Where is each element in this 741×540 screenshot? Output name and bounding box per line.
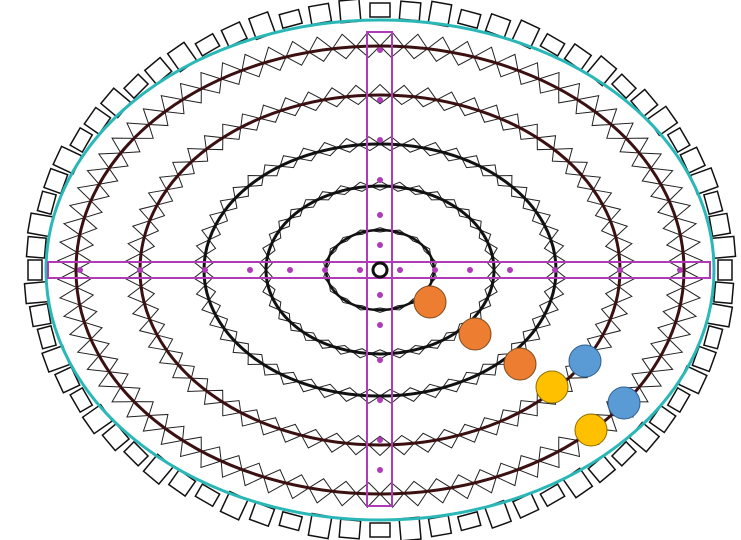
outer-tooth bbox=[585, 54, 618, 87]
outer-tooth bbox=[36, 190, 58, 216]
outer-tooth bbox=[41, 344, 71, 374]
blue-dot bbox=[607, 386, 641, 420]
outer-tooth bbox=[25, 235, 47, 259]
orange-dot bbox=[503, 347, 537, 381]
outer-rim bbox=[44, 18, 716, 522]
outer-tooth bbox=[143, 56, 173, 86]
outer-tooth bbox=[689, 166, 719, 196]
center-hub bbox=[371, 261, 389, 279]
beam-hole bbox=[377, 177, 383, 183]
outer-tooth bbox=[83, 106, 112, 136]
outer-tooth bbox=[456, 510, 482, 532]
outer-tooth bbox=[702, 324, 724, 350]
outer-tooth bbox=[610, 73, 638, 100]
outer-tooth bbox=[629, 88, 659, 118]
outer-tooth bbox=[717, 259, 733, 281]
outer-tooth bbox=[648, 404, 677, 434]
beam-hole bbox=[322, 267, 328, 273]
beam-hole bbox=[377, 137, 383, 143]
outer-tooth bbox=[369, 522, 391, 538]
beam-hole bbox=[77, 267, 83, 273]
outer-tooth bbox=[711, 235, 737, 260]
yellow-dot bbox=[574, 413, 608, 447]
outer-tooth bbox=[167, 468, 197, 498]
outer-tooth bbox=[307, 2, 333, 26]
yellow-dot bbox=[535, 370, 569, 404]
outer-tooth bbox=[23, 280, 49, 305]
outer-tooth bbox=[278, 8, 304, 30]
beam-hole bbox=[677, 267, 683, 273]
outer-tooth bbox=[628, 421, 661, 453]
beam-hole bbox=[397, 267, 403, 273]
beam-hole bbox=[377, 357, 383, 363]
beam-hole bbox=[467, 267, 473, 273]
outer-tooth bbox=[708, 212, 732, 238]
outer-tooth bbox=[194, 483, 221, 508]
beam-hole bbox=[377, 212, 383, 218]
beam-hole bbox=[247, 267, 253, 273]
beam-hole bbox=[287, 267, 293, 273]
orange-dot bbox=[458, 317, 492, 351]
outer-tooth bbox=[42, 167, 69, 195]
outer-tooth bbox=[27, 259, 43, 281]
beam-hole bbox=[357, 267, 363, 273]
outer-tooth bbox=[53, 366, 81, 394]
outer-tooth bbox=[702, 190, 724, 216]
outer-tooth bbox=[563, 42, 593, 72]
outer-tooth bbox=[36, 324, 58, 350]
outer-tooth bbox=[101, 422, 131, 452]
beam-hole bbox=[377, 437, 383, 443]
outer-tooth bbox=[52, 145, 83, 175]
outer-tooth bbox=[194, 32, 221, 57]
beam-hole bbox=[202, 267, 208, 273]
beam-hole bbox=[377, 97, 383, 103]
markers bbox=[413, 285, 641, 447]
outer-tooth bbox=[679, 146, 707, 174]
ring bbox=[264, 184, 496, 356]
orange-dot bbox=[413, 285, 447, 319]
outer-tooth bbox=[28, 302, 52, 328]
beam-hole bbox=[377, 322, 383, 328]
beam-hole bbox=[377, 397, 383, 403]
beam-hole bbox=[617, 267, 623, 273]
outer-tooth bbox=[398, 0, 422, 22]
beam-hole bbox=[377, 467, 383, 473]
outer-tooth bbox=[369, 2, 391, 18]
ring bbox=[74, 44, 686, 496]
outer-tooth bbox=[691, 345, 718, 373]
outer-tooth bbox=[69, 386, 94, 414]
outer-tooth bbox=[69, 126, 94, 154]
blue-dot bbox=[568, 344, 602, 378]
outer-tooth bbox=[666, 386, 691, 414]
outer-tooth bbox=[713, 281, 735, 305]
outer-tooth bbox=[142, 453, 175, 486]
beam-hole bbox=[377, 292, 383, 298]
outer-tooth bbox=[610, 440, 638, 467]
beam-hole bbox=[377, 47, 383, 53]
outer-tooth bbox=[677, 365, 708, 395]
outer-tooth bbox=[587, 454, 617, 484]
outer-tooth bbox=[122, 440, 150, 467]
beam-holes bbox=[77, 47, 683, 473]
vertical-beam bbox=[366, 31, 393, 507]
outer-tooth bbox=[122, 73, 150, 100]
outer-tooth bbox=[539, 483, 566, 508]
outer-tooth bbox=[99, 87, 132, 119]
outer-tooth bbox=[666, 126, 691, 154]
outer-tooth bbox=[338, 518, 362, 540]
outer-tooth bbox=[427, 514, 453, 538]
beam-hole bbox=[377, 242, 383, 248]
beam-hole bbox=[137, 267, 143, 273]
beam-hole bbox=[552, 267, 558, 273]
beam-hole bbox=[432, 267, 438, 273]
outer-tooth bbox=[456, 8, 482, 30]
outer-tooth bbox=[278, 510, 304, 532]
beam-hole bbox=[507, 267, 513, 273]
outer-tooth bbox=[539, 32, 566, 57]
